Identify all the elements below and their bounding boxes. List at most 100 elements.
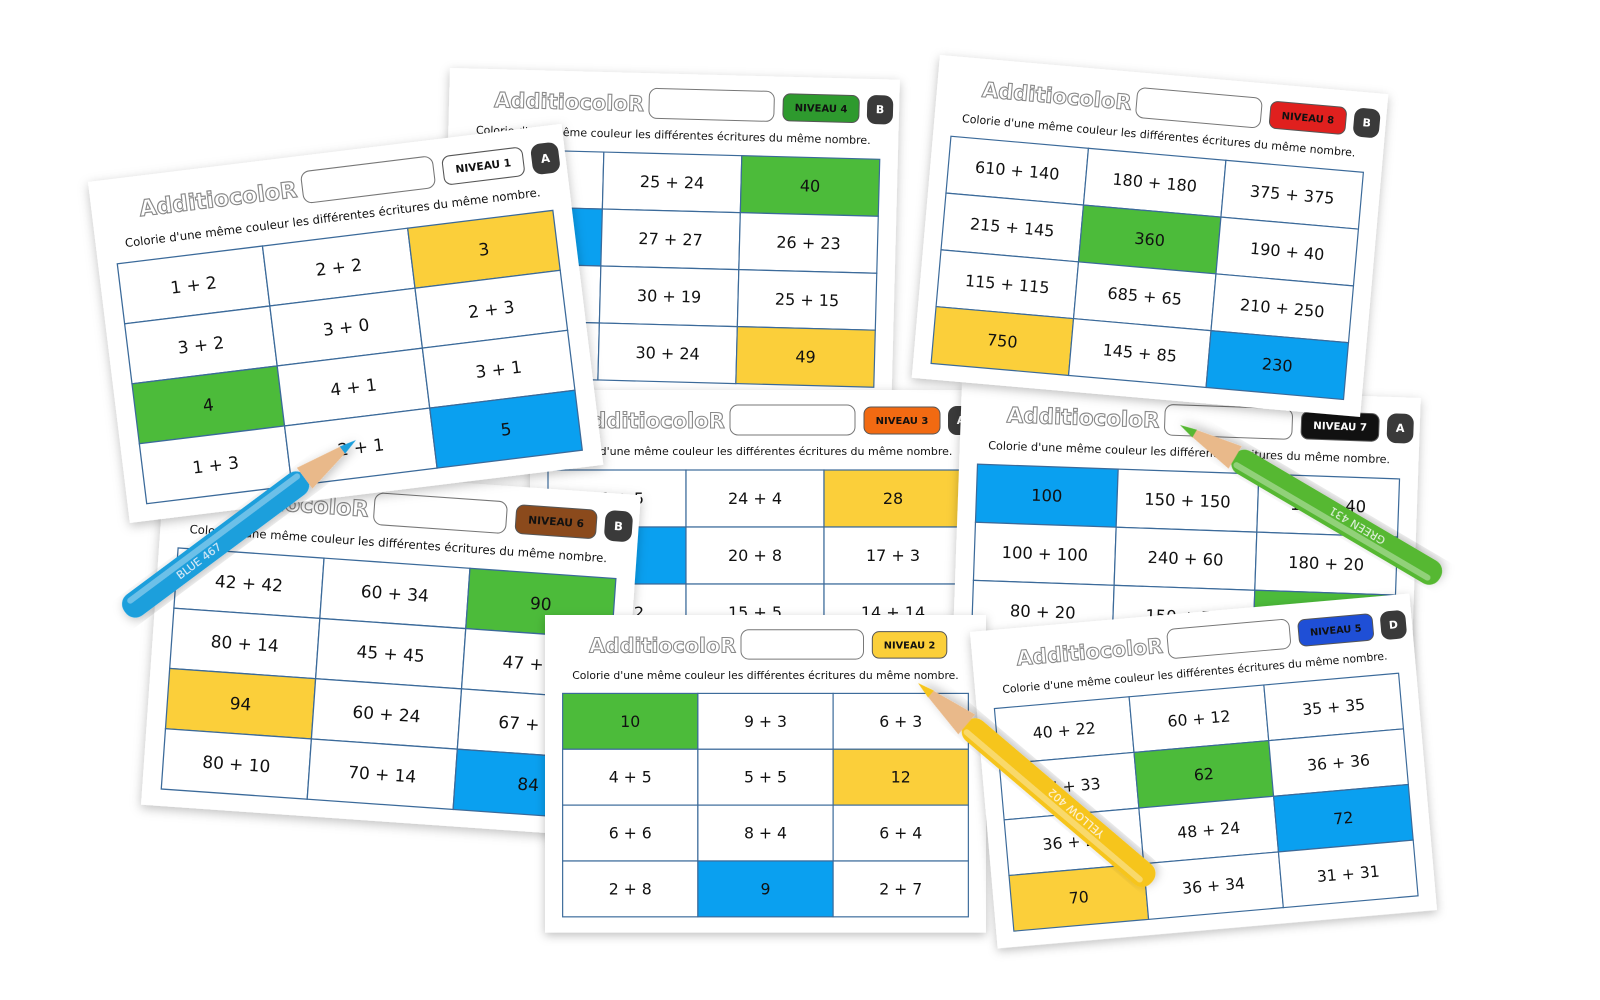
- level-letter: B: [1362, 116, 1371, 130]
- worksheet-title: AdditiocoloR: [575, 409, 725, 433]
- cell-text: 5 + 5: [744, 768, 787, 787]
- cell-text: 8 + 4: [744, 824, 787, 843]
- pencil-shine: [127, 473, 301, 604]
- level-letter: B: [614, 519, 624, 534]
- level-badge: [514, 504, 598, 539]
- instruction: Colorie d'une même couleur les différent…: [558, 445, 953, 458]
- cell-text: 45 + 45: [356, 641, 425, 666]
- pencil-body: [122, 471, 310, 618]
- cell-text: 10: [620, 712, 640, 731]
- cell-text: 360: [1134, 229, 1166, 251]
- name-box: [1164, 404, 1293, 440]
- level-letter-box: [866, 95, 894, 125]
- level-badge: [1297, 613, 1374, 647]
- cell-text: 100 + 100: [1001, 543, 1088, 565]
- cell-text: 17 + 3: [866, 546, 920, 565]
- name-box: [373, 492, 508, 534]
- level-badge: [1268, 101, 1347, 135]
- cell-text: 6 + 3: [879, 712, 922, 731]
- worksheet-title: AdditiocoloR: [494, 88, 644, 116]
- pencil-lead: [1180, 425, 1197, 438]
- worksheet-title: AdditiocoloR: [1006, 403, 1160, 433]
- pencil-wood: [1191, 429, 1242, 469]
- cell-text: 5: [499, 419, 512, 440]
- cell-text: 70: [1068, 887, 1090, 908]
- grid-cell: [1205, 330, 1350, 401]
- level-badge: [863, 406, 941, 435]
- cell-text: 60 + 34: [360, 581, 429, 606]
- pencil: GREEN 431: [1180, 425, 1443, 585]
- cell-text: 25 + 15: [775, 290, 840, 311]
- cell-text: 6 + 4: [879, 824, 922, 843]
- level-letter-box: [1386, 413, 1414, 444]
- cell-text: 9: [761, 879, 771, 898]
- cell-text: 230: [1261, 354, 1293, 376]
- cell-text: 90: [529, 593, 552, 614]
- cell-text: 26 + 23: [776, 233, 841, 254]
- cell-text: 84: [517, 774, 540, 795]
- cell-text: 30 + 19: [637, 286, 702, 307]
- cell-text: 100: [1031, 486, 1063, 506]
- level-letter-box: [1380, 610, 1407, 640]
- pencil-body: [1231, 449, 1443, 585]
- pencil-body: [961, 718, 1156, 887]
- level-label: NIVEAU 5: [1310, 623, 1363, 638]
- grid-cell: [697, 860, 834, 918]
- cell-text: 150 + 150: [1144, 490, 1231, 512]
- grid-cell: [685, 469, 825, 528]
- cell-text: 4: [202, 394, 215, 415]
- name-box: [1135, 87, 1263, 128]
- cell-text: 42 + 42: [214, 571, 283, 596]
- pencil-shine: [963, 729, 1143, 883]
- cell-text: 9 + 3: [744, 712, 787, 731]
- level-letter: D: [1388, 618, 1398, 632]
- worksheet-title: AdditiocoloR: [589, 633, 736, 657]
- cell-text: 750: [986, 330, 1018, 352]
- instruction: Colorie d'une même couleur les différent…: [572, 669, 958, 682]
- cell-text: 6 + 6: [609, 824, 652, 843]
- cell-text: 30 + 24: [635, 343, 700, 364]
- grid-cell: [823, 526, 963, 585]
- name-box: [300, 156, 436, 204]
- grid-cell: [1277, 839, 1419, 909]
- level-label: NIVEAU 6: [528, 514, 584, 530]
- cell-text: 40: [800, 176, 821, 196]
- cell-text: 180 + 20: [1288, 553, 1365, 575]
- cell-text: 24 + 4: [728, 489, 782, 508]
- cell-text: 62: [1193, 764, 1215, 785]
- name-box: [729, 404, 856, 436]
- grid-cell: [735, 325, 876, 388]
- pencil-lead: [918, 682, 934, 698]
- grid-cell: [685, 526, 825, 585]
- cell-text: 28: [883, 489, 903, 508]
- level-letter: A: [540, 151, 551, 166]
- cell-text: 80 + 10: [202, 752, 271, 777]
- level-label: NIVEAU 2: [884, 640, 936, 651]
- cell-text: 2 + 8: [609, 879, 652, 898]
- cell-text: 94: [229, 693, 252, 714]
- grid-cell: [832, 804, 969, 862]
- cell-text: 27 + 27: [638, 229, 703, 250]
- grid-cell: [832, 748, 969, 806]
- pencil-wood: [927, 690, 976, 735]
- cell-text: 72: [1333, 808, 1355, 829]
- level-label: NIVEAU 4: [795, 103, 848, 115]
- cell-text: 49: [795, 347, 816, 367]
- level-label: NIVEAU 7: [1313, 421, 1367, 434]
- level-label: NIVEAU 8: [1281, 111, 1334, 127]
- worksheet-card: AdditiocoloR NIVEAU 2 Colorie d'une même c…: [545, 615, 986, 933]
- grid-cell: [562, 860, 699, 918]
- name-box: [740, 629, 864, 660]
- level-letter: B: [876, 103, 885, 116]
- grid-cell: [429, 389, 584, 469]
- grid-cell: [562, 804, 699, 862]
- name-box: [648, 87, 775, 122]
- grid-cell: [697, 748, 834, 806]
- pencil-wood: [296, 446, 346, 489]
- grid-cell: [832, 860, 969, 918]
- cell-text: 2 + 7: [879, 879, 922, 898]
- name-box: [1166, 619, 1291, 659]
